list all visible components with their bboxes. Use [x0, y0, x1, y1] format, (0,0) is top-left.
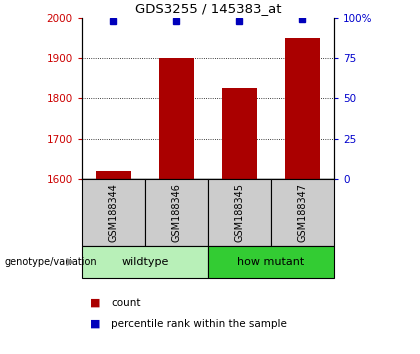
Text: how mutant: how mutant [237, 257, 304, 267]
Bar [96, 171, 131, 179]
Bar [285, 38, 320, 179]
Text: count: count [111, 298, 141, 308]
Text: GSM188345: GSM188345 [234, 183, 244, 242]
Bar [208, 246, 334, 278]
Text: GSM188344: GSM188344 [108, 183, 118, 242]
Text: ■: ■ [90, 319, 101, 329]
Text: ■: ■ [90, 298, 101, 308]
Bar [271, 179, 334, 246]
Bar [145, 179, 208, 246]
Text: GSM188346: GSM188346 [171, 183, 181, 242]
Bar [82, 179, 145, 246]
Title: GDS3255 / 145383_at: GDS3255 / 145383_at [135, 2, 281, 15]
Bar [208, 179, 271, 246]
Bar [222, 88, 257, 179]
Bar [82, 246, 208, 278]
Bar [159, 58, 194, 179]
Text: GSM188347: GSM188347 [297, 183, 307, 242]
Text: genotype/variation: genotype/variation [4, 257, 97, 267]
Text: wildtype: wildtype [121, 257, 168, 267]
Text: percentile rank within the sample: percentile rank within the sample [111, 319, 287, 329]
